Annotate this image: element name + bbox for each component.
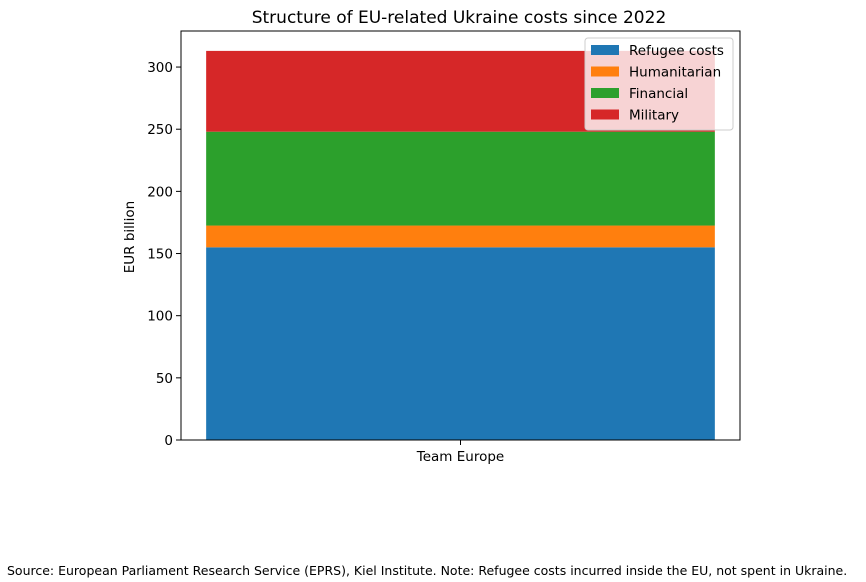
legend-swatch-financial (591, 88, 619, 98)
legend-label-humanitarian: Humanitarian (629, 65, 721, 81)
y-tick-label: 250 (147, 122, 173, 138)
y-tick-label: 0 (164, 433, 173, 449)
bar-humanitarian (206, 225, 715, 248)
legend-swatch-military (591, 109, 619, 120)
x-axis: Team Europe (416, 440, 504, 465)
x-tick-label: Team Europe (416, 449, 504, 465)
legend-swatch-refugee-costs (591, 45, 619, 55)
y-tick-label: 200 (147, 184, 173, 200)
source-footnote: Source: European Parliament Research Ser… (7, 563, 848, 578)
chart-title: Structure of EU-related Ukraine costs si… (252, 8, 667, 28)
plot-frame (180, 30, 741, 441)
y-axis-label: EUR billion (122, 201, 138, 273)
bar-financial (206, 131, 715, 226)
legend-label-military: Military (629, 108, 679, 124)
y-tick-label: 50 (156, 371, 173, 387)
legend: Refugee costs Humanitarian Financial Milita… (584, 37, 734, 131)
legend-label-refugee-costs: Refugee costs (629, 43, 724, 59)
bar-refugee-costs (206, 247, 715, 440)
y-axis: 0 50 100 150 200 250 300 (147, 60, 181, 449)
legend-box (584, 37, 734, 131)
legend-label-financial: Financial (629, 86, 688, 102)
y-tick-label: 300 (147, 60, 173, 76)
y-tick-label: 100 (147, 309, 173, 325)
y-tick-label: 150 (147, 247, 173, 263)
legend-swatch-humanitarian (591, 66, 619, 77)
